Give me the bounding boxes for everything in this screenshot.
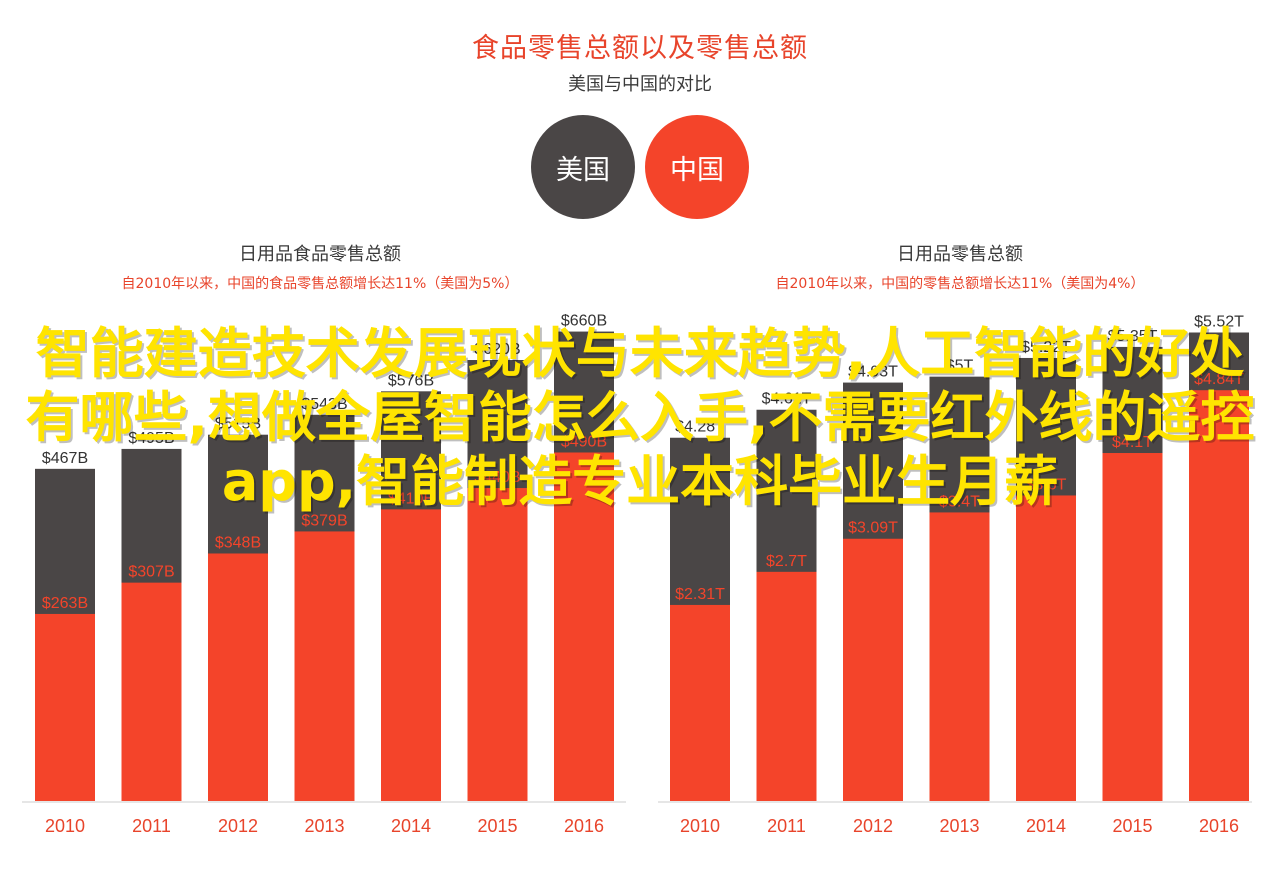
- data-label-usa-2016: $660B: [561, 313, 607, 330]
- bar-china-2012: [843, 538, 903, 801]
- data-label-usa-2010: $4.28T: [675, 419, 725, 436]
- legend-usa: 美国: [531, 115, 635, 219]
- data-label-usa-2010: $467B: [42, 450, 88, 467]
- data-label-usa-2015: $5.35T: [1108, 328, 1158, 345]
- legend-china-label: 中国: [670, 154, 724, 186]
- bar-china-2014: [1016, 495, 1076, 801]
- x-tick-label-2016: 2016: [1199, 816, 1239, 836]
- bar-china-2015: [467, 488, 528, 801]
- data-label-china-2013: $3.4T: [939, 493, 980, 510]
- data-label-china-2010: $263B: [42, 595, 88, 612]
- bar-china-2010: [670, 604, 730, 801]
- data-label-china-2016: $4.84T: [1194, 371, 1244, 388]
- data-label-china-2014: $3.6T: [1026, 476, 1067, 493]
- data-label-usa-2012: $515B: [215, 416, 261, 433]
- right-panel-title: 日用品零售总额: [897, 244, 1023, 265]
- x-tick-label-2014: 2014: [1026, 816, 1066, 836]
- x-tick-label-2013: 2013: [939, 816, 979, 836]
- left-panel-note: 自2010年以来，中国的食品零售总额增长达11%（美国为5%）: [121, 276, 519, 292]
- legend-usa-label: 美国: [556, 154, 610, 186]
- bar-china-2014: [381, 509, 441, 801]
- data-label-usa-2014: $5.22T: [1021, 339, 1071, 356]
- legend-china: 中国: [645, 115, 749, 219]
- bar-china-2016: [1189, 390, 1249, 801]
- bar-china-2011: [121, 582, 182, 801]
- data-label-usa-2013: $5T: [946, 358, 974, 375]
- bar-china-2011: [756, 571, 817, 801]
- data-label-china-2010: $2.31T: [675, 586, 725, 603]
- x-tick-label-2010: 2010: [680, 816, 720, 836]
- x-tick-label-2015: 2015: [1112, 816, 1152, 836]
- bar-china-2012: [208, 553, 268, 801]
- data-label-china-2014: $410B: [388, 490, 434, 507]
- bar-china-2016: [554, 452, 614, 801]
- chart-subtitle: 美国与中国的对比: [568, 74, 712, 95]
- data-label-usa-2011: $495B: [128, 430, 174, 447]
- data-label-usa-2012: $4.93T: [848, 364, 898, 381]
- data-label-usa-2015: $620B: [474, 341, 520, 358]
- data-label-usa-2016: $5.52T: [1194, 313, 1244, 330]
- x-tick-label-2014: 2014: [391, 816, 431, 836]
- x-tick-label-2015: 2015: [477, 816, 517, 836]
- bar-china-2013: [294, 531, 355, 801]
- data-label-china-2015: $4.1T: [1112, 434, 1153, 451]
- chart-title: 食品零售总额以及零售总额: [472, 33, 808, 64]
- bar-china-2013: [929, 512, 990, 801]
- x-tick-label-2016: 2016: [564, 816, 604, 836]
- bar-china-2015: [1102, 453, 1163, 801]
- x-tick-label-2013: 2013: [304, 816, 344, 836]
- data-label-china-2013: $379B: [301, 512, 347, 529]
- data-label-china-2011: $2.7T: [766, 553, 807, 570]
- data-label-china-2016: $490B: [561, 433, 607, 450]
- x-tick-label-2011: 2011: [767, 816, 806, 836]
- x-tick-label-2012: 2012: [218, 816, 258, 836]
- data-label-china-2015: $440B: [474, 469, 520, 486]
- x-tick-label-2010: 2010: [45, 816, 85, 836]
- right-panel-note: 自2010年以来，中国的零售总额增长达11%（美国为4%）: [775, 276, 1145, 292]
- data-label-usa-2014: $576B: [388, 372, 434, 389]
- data-label-china-2012: $348B: [215, 534, 261, 551]
- data-label-china-2011: $307B: [128, 564, 174, 581]
- bar-china-2010: [35, 613, 95, 801]
- data-label-usa-2011: $4.61T: [762, 391, 812, 408]
- data-label-usa-2013: $543B: [301, 396, 347, 413]
- x-tick-label-2011: 2011: [132, 816, 171, 836]
- data-label-china-2012: $3.09T: [848, 520, 898, 537]
- x-tick-label-2012: 2012: [853, 816, 893, 836]
- left-panel-title: 日用品食品零售总额: [239, 244, 401, 265]
